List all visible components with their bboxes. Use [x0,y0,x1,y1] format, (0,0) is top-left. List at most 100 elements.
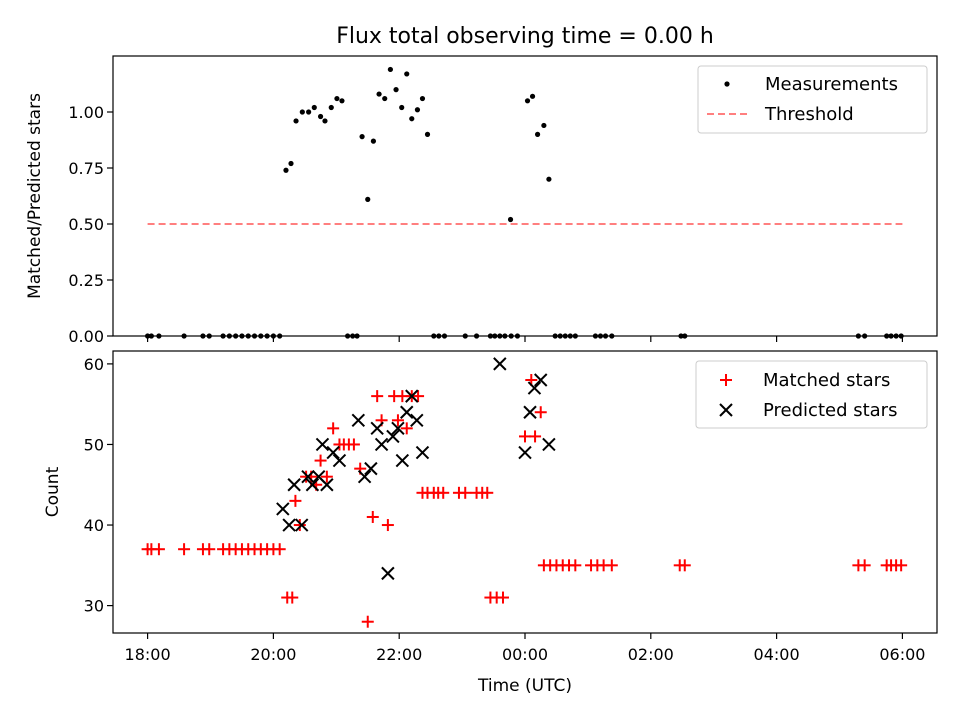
measurement-point [888,333,894,339]
x-tick-label: 06:00 [879,645,925,664]
y-tick-label: 50 [84,435,104,454]
measurement-point [609,333,615,339]
matched-stars-point [314,454,327,467]
predicted-stars-point [523,405,537,419]
measurement-point [350,333,356,339]
x-tick-label: 20:00 [250,645,296,664]
y-tick-label: 1.00 [68,103,104,122]
measurement-point [393,87,399,93]
x-axis-ticks-bottom: 18:00 20:00 22:00 00:00 02:00 04:00 06:00 [125,633,925,664]
measurement-point [226,333,232,339]
measurement-point [148,333,154,339]
legend-label-measurements: Measurements [765,74,898,95]
predicted-stars-point [320,478,334,492]
measurement-point [557,333,563,339]
legend-frame-top [697,65,928,134]
measurement-point [345,333,351,339]
predicted-stars-point [282,518,296,532]
predicted-stars-point [315,437,330,452]
measurement-point [258,333,264,339]
matched-stars-point [286,591,299,604]
x-tick-label: 18:00 [125,645,171,664]
measurement-point [156,333,162,339]
measurement-point [431,333,437,339]
y-axis-label-top: Matched/Predicted stars [25,93,45,299]
matched-stars-point [327,422,340,435]
matched-stars-point [347,438,360,451]
predicted-stars-point [405,389,419,403]
measurement-point [365,196,371,202]
matched-stars-point [289,494,302,507]
measurement-point [862,333,868,339]
matched-stars-point [496,591,509,604]
measurement-point [592,333,599,339]
measurement-point [502,333,508,339]
measurement-point [233,333,239,339]
matched-stars-point [273,543,286,556]
measurement-point [567,333,573,339]
measurement-point [200,333,206,339]
measurement-point [311,104,317,111]
measurement-point [441,333,448,339]
measurement-point [306,109,312,115]
legend-marker-matched [720,374,732,386]
matched-stars-point [412,390,425,403]
measurement-point [602,333,609,339]
measurement-point [399,104,405,111]
measurement-point [382,95,388,102]
measurement-point [144,333,151,339]
x-tick-label: 22:00 [376,645,422,664]
measurement-point [414,107,421,113]
measurement-point [597,333,604,339]
measurement-point [487,333,494,339]
predicted-stars-point [326,445,340,460]
measurement-point [572,333,578,339]
predicted-stars-point [276,502,290,516]
predicted-stars-point [534,373,548,387]
measurement-point [541,122,547,129]
matched-stars-point [437,486,450,499]
measurement-point [419,95,426,102]
measurement-point [354,333,360,339]
measurement-point [322,118,328,124]
y-axis-ticks-top: 0.00 0.25 0.50 0.75 1.00 [68,103,113,346]
measurement-point [359,134,365,140]
matched-stars-point [569,559,582,572]
plot-marks-top [144,66,904,339]
x-tick-label: 02:00 [628,645,674,664]
measurement-point [270,333,276,339]
measurement-point [562,333,568,339]
y-tick-label: 40 [84,516,104,535]
measurement-point [682,333,688,339]
measurement-point [206,333,212,339]
predicted-stars-point [400,405,414,419]
predicted-stars-point [351,413,366,427]
predicted-stars-point [357,469,372,484]
measurement-point [534,131,541,137]
measurement-point [855,333,861,339]
measurement-point [299,109,305,115]
y-tick-label: 30 [84,597,104,616]
y-tick-label: 0.25 [68,271,104,290]
measurement-point [529,93,536,99]
measurement-point [473,333,480,339]
measurement-point [220,333,226,339]
matched-stars-point [534,406,547,419]
measurement-point [893,333,899,339]
matched-stars-point [320,470,333,483]
predicted-stars-point [395,453,410,468]
y-axis-ticks-bottom: 30 40 50 60 [84,355,113,616]
matched-stars-point [381,519,394,532]
predicted-stars-point [370,421,384,436]
predicted-stars-point [386,429,400,444]
measurement-point [552,333,558,339]
matched-stars-point [605,559,618,572]
measurement-point [239,333,245,339]
measurement-point [462,333,468,339]
legend-bottom: Matched stars Predicted stars [695,360,928,429]
matched-stars-point [366,510,379,523]
predicted-stars-point [415,445,430,460]
legend-top: Measurements Threshold [697,65,928,134]
measurement-point [436,333,442,339]
